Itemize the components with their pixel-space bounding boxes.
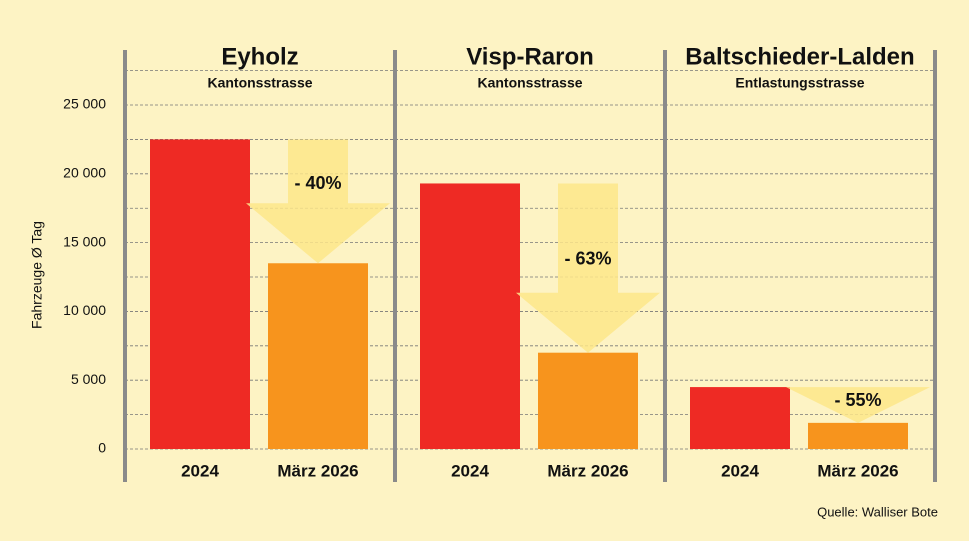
change-label: - 40%: [294, 173, 341, 193]
bar: [420, 183, 520, 449]
panel-subtitle: Kantonsstrasse: [477, 75, 582, 91]
change-arrow: [786, 387, 930, 423]
x-tick-label: März 2026: [277, 461, 358, 480]
source: Quelle: Walliser Bote: [817, 504, 938, 519]
x-tick-label: 2024: [451, 461, 489, 480]
bar: [268, 263, 368, 449]
panel-title: Baltschieder-Lalden: [685, 43, 914, 70]
bar: [150, 139, 250, 449]
y-tick-label: 20 000: [63, 165, 106, 181]
change-label: - 63%: [564, 249, 611, 269]
y-tick-label: 15 000: [63, 233, 106, 249]
x-tick-label: März 2026: [547, 461, 628, 480]
panel-title: Eyholz: [221, 43, 298, 70]
panel-subtitle: Kantonsstrasse: [207, 75, 312, 91]
change-arrow: [246, 139, 390, 264]
y-tick-label: 0: [98, 440, 106, 456]
bar: [808, 422, 908, 449]
y-tick-label: 5 000: [71, 371, 106, 387]
bar: [538, 352, 638, 449]
y-axis-label: Fahrzeuge Ø Tag: [29, 221, 45, 329]
change-label: - 55%: [834, 390, 881, 410]
x-tick-label: 2024: [721, 461, 759, 480]
bar: [690, 387, 790, 449]
y-tick-label: 10 000: [63, 302, 106, 318]
change-arrow: [516, 183, 660, 353]
panel-subtitle: Entlastungsstrasse: [735, 75, 864, 91]
panel-title: Visp-Raron: [466, 43, 594, 70]
x-tick-label: 2024: [181, 461, 219, 480]
x-tick-label: März 2026: [817, 461, 898, 480]
y-tick-label: 25 000: [63, 96, 106, 112]
